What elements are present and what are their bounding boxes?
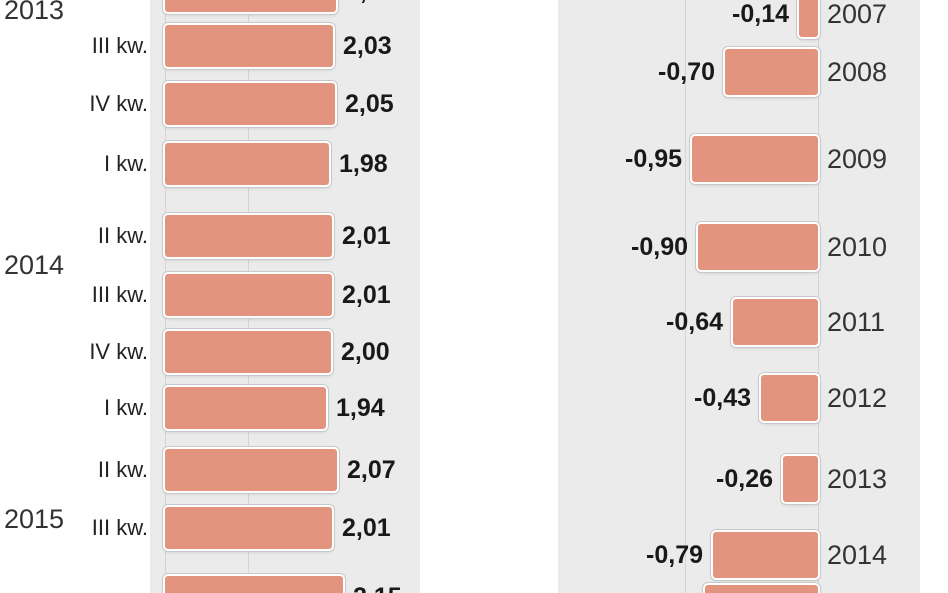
- quarter-label: III kw.: [91, 282, 148, 307]
- value-label: -0,43: [694, 384, 751, 412]
- value-label: 2,03: [343, 32, 392, 60]
- year-label: 2009: [827, 144, 888, 174]
- quarterly-bar: [165, 507, 332, 549]
- year-label: 2012: [827, 383, 888, 413]
- value-label: 1,98: [339, 150, 388, 178]
- value-label: -0,64: [666, 308, 723, 336]
- value-label: 2,05: [345, 90, 394, 118]
- quarterly-bar: [165, 215, 332, 257]
- value-label: 2,01: [342, 281, 391, 309]
- year-label: 2008: [827, 57, 888, 87]
- quarter-label: III kw.: [91, 515, 148, 540]
- year-group-label: 2014: [4, 250, 65, 280]
- value-label: -0,79: [646, 541, 703, 569]
- annual-bar: [698, 224, 818, 270]
- annual-bar: [761, 375, 818, 421]
- value-label: -0,90: [631, 233, 688, 261]
- quarter-label: III kw.: [91, 33, 148, 58]
- year-group-label: 2013: [4, 0, 65, 25]
- annual-bar: [705, 585, 818, 593]
- value-label: 2,01: [342, 222, 391, 250]
- value-label: 2,07: [347, 456, 396, 484]
- annual-bar: [799, 0, 818, 37]
- year-label: 2007: [827, 0, 888, 29]
- value-label: 2,15: [353, 582, 402, 593]
- quarterly-bar: [165, 576, 343, 593]
- value-label: 2,00: [341, 338, 390, 366]
- year-label: 2010: [827, 232, 888, 262]
- quarterly-bar: [165, 25, 333, 67]
- value-label: 2,01: [342, 514, 391, 542]
- gridline: [818, 0, 819, 593]
- quarterly-bar: [165, 0, 336, 12]
- quarter-label: I kw.: [103, 151, 148, 176]
- quarterly-bar: [165, 143, 329, 185]
- quarter-label: IV kw.: [89, 339, 148, 364]
- quarter-label: I kw.: [103, 395, 148, 420]
- gridline: [685, 0, 686, 593]
- quarterly-bar: [165, 331, 331, 373]
- annual-bar: [725, 49, 818, 95]
- year-label: 2011: [827, 307, 886, 337]
- quarter-label: IV kw.: [89, 91, 148, 116]
- quarterly-bar: [165, 449, 337, 491]
- annual-bar: [783, 456, 818, 502]
- quarter-label: II kw.: [97, 457, 148, 482]
- quarterly-bar: [165, 387, 326, 429]
- quarter-label: II kw.: [97, 223, 148, 248]
- value-label: 2,06: [346, 0, 395, 6]
- value-label: -0,70: [658, 58, 715, 86]
- value-label: -0,95: [625, 145, 682, 173]
- value-label: -0,14: [732, 0, 789, 28]
- quarterly-bar: [165, 83, 335, 125]
- annual-bar: [692, 136, 818, 182]
- year-label: 2014: [827, 540, 888, 570]
- annual-chart-panel: [558, 0, 920, 593]
- annual-bar: [733, 299, 818, 345]
- year-group-label: 2015: [4, 504, 65, 534]
- value-label: 1,94: [336, 394, 385, 422]
- quarterly-bar: [165, 274, 332, 316]
- value-label: -0,26: [716, 465, 773, 493]
- year-label: 2013: [827, 464, 888, 494]
- annual-bar: [713, 532, 818, 578]
